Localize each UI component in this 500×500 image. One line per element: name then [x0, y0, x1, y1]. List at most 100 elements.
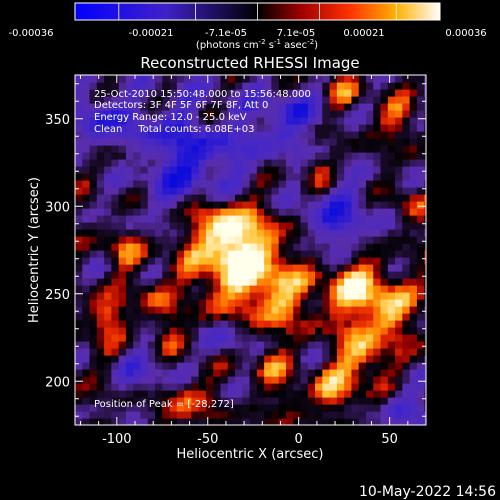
heatmap-cell [387, 348, 396, 356]
heatmap-cell [213, 404, 222, 412]
heatmap-cell [322, 348, 331, 356]
heatmap-cell [205, 187, 214, 195]
heatmap-cell [336, 250, 345, 258]
heatmap-cell [242, 187, 251, 195]
heatmap-cell [147, 201, 156, 209]
heatmap-cell [387, 145, 396, 153]
heatmap-cell [351, 152, 360, 160]
heatmap-cell [307, 222, 316, 230]
heatmap-cell [315, 411, 323, 419]
heatmap-cell [227, 215, 236, 223]
heatmap-cell [191, 236, 200, 244]
heatmap-cell [264, 348, 273, 356]
heatmap-cell [220, 124, 229, 132]
heatmap-cell [351, 313, 360, 321]
heatmap-cell [395, 341, 403, 349]
heatmap-cell [416, 208, 425, 216]
heatmap-cell [278, 222, 287, 230]
heatmap-cell [191, 131, 200, 139]
heatmap-cell [387, 271, 396, 279]
heatmap-cell [351, 166, 360, 174]
heatmap-cell [184, 383, 192, 391]
heatmap-cell [365, 243, 374, 251]
heatmap-cell [155, 75, 163, 83]
heatmap-cell [147, 250, 156, 258]
heatmap-cell [365, 145, 374, 153]
heatmap-cell [293, 334, 302, 342]
heatmap-cell [402, 313, 411, 321]
heatmap-cell [184, 173, 192, 181]
heatmap-cell [147, 285, 156, 293]
heatmap-cell [205, 208, 214, 216]
heatmap-cell [140, 145, 149, 153]
heatmap-cell [278, 180, 287, 188]
heatmap-cell [344, 110, 353, 118]
heatmap-cell [133, 418, 142, 425]
heatmap-cell [220, 103, 229, 111]
heatmap-cell [184, 306, 192, 314]
heatmap-cell [380, 145, 389, 153]
heatmap-cell [416, 334, 425, 342]
heatmap-cell [75, 236, 83, 244]
heatmap-cell [373, 390, 382, 398]
heatmap-cell [387, 278, 396, 286]
heatmap-cell [365, 96, 374, 104]
heatmap-cell [235, 404, 243, 412]
heatmap-cell [300, 278, 309, 286]
heatmap-cell [395, 110, 403, 118]
heatmap-cell [409, 131, 418, 139]
heatmap-cell [242, 117, 251, 125]
heatmap-cell [373, 334, 382, 342]
heatmap-cell [402, 131, 411, 139]
heatmap-cell [147, 411, 156, 419]
heatmap-cell [104, 75, 112, 83]
heatmap-cell [365, 264, 374, 272]
heatmap-cell [315, 264, 323, 272]
heatmap-cell [329, 355, 338, 363]
heatmap-cell [322, 152, 331, 160]
heatmap-cell [82, 341, 91, 349]
y-tick-label: 250 [45, 288, 70, 303]
heatmap-cell [424, 418, 426, 425]
heatmap-cell [118, 187, 127, 195]
heatmap-cell [387, 152, 396, 160]
heatmap-cell [235, 306, 243, 314]
heatmap-cell [111, 187, 120, 195]
heatmap-cell [147, 418, 156, 425]
heatmap-cell [176, 187, 185, 195]
heatmap-cell [176, 278, 185, 286]
heatmap-cell [373, 264, 382, 272]
heatmap-cell [336, 138, 345, 146]
heatmap-cell [278, 411, 287, 419]
heatmap-cell [169, 166, 178, 174]
heatmap-cell [365, 75, 374, 83]
heatmap-cell [256, 348, 265, 356]
heatmap-cell [96, 194, 105, 202]
heatmap-cell [242, 138, 251, 146]
heatmap-cell [307, 110, 316, 118]
heatmap-cell [191, 418, 200, 425]
heatmap-cell [82, 278, 91, 286]
heatmap-cell [162, 404, 171, 412]
heatmap-cell [358, 103, 367, 111]
heatmap-cell [278, 201, 287, 209]
heatmap-cell [213, 376, 222, 384]
heatmap-cell [118, 327, 127, 335]
heatmap-cell [387, 194, 396, 202]
heatmap-cell [205, 82, 214, 90]
heatmap-cell [155, 257, 163, 265]
heatmap-cell [82, 285, 91, 293]
heatmap-cell [402, 271, 411, 279]
heatmap-cell [111, 334, 120, 342]
heatmap-cell [264, 397, 273, 405]
heatmap-cell [300, 208, 309, 216]
heatmap-cell [293, 292, 302, 300]
heatmap-cell [140, 103, 149, 111]
heatmap-cell [162, 348, 171, 356]
heatmap-cell [395, 236, 403, 244]
heatmap-cell [213, 236, 222, 244]
heatmap-cell [249, 187, 258, 195]
heatmap-cell [118, 243, 127, 251]
heatmap-cell [125, 187, 134, 195]
heatmap-cell [191, 271, 200, 279]
